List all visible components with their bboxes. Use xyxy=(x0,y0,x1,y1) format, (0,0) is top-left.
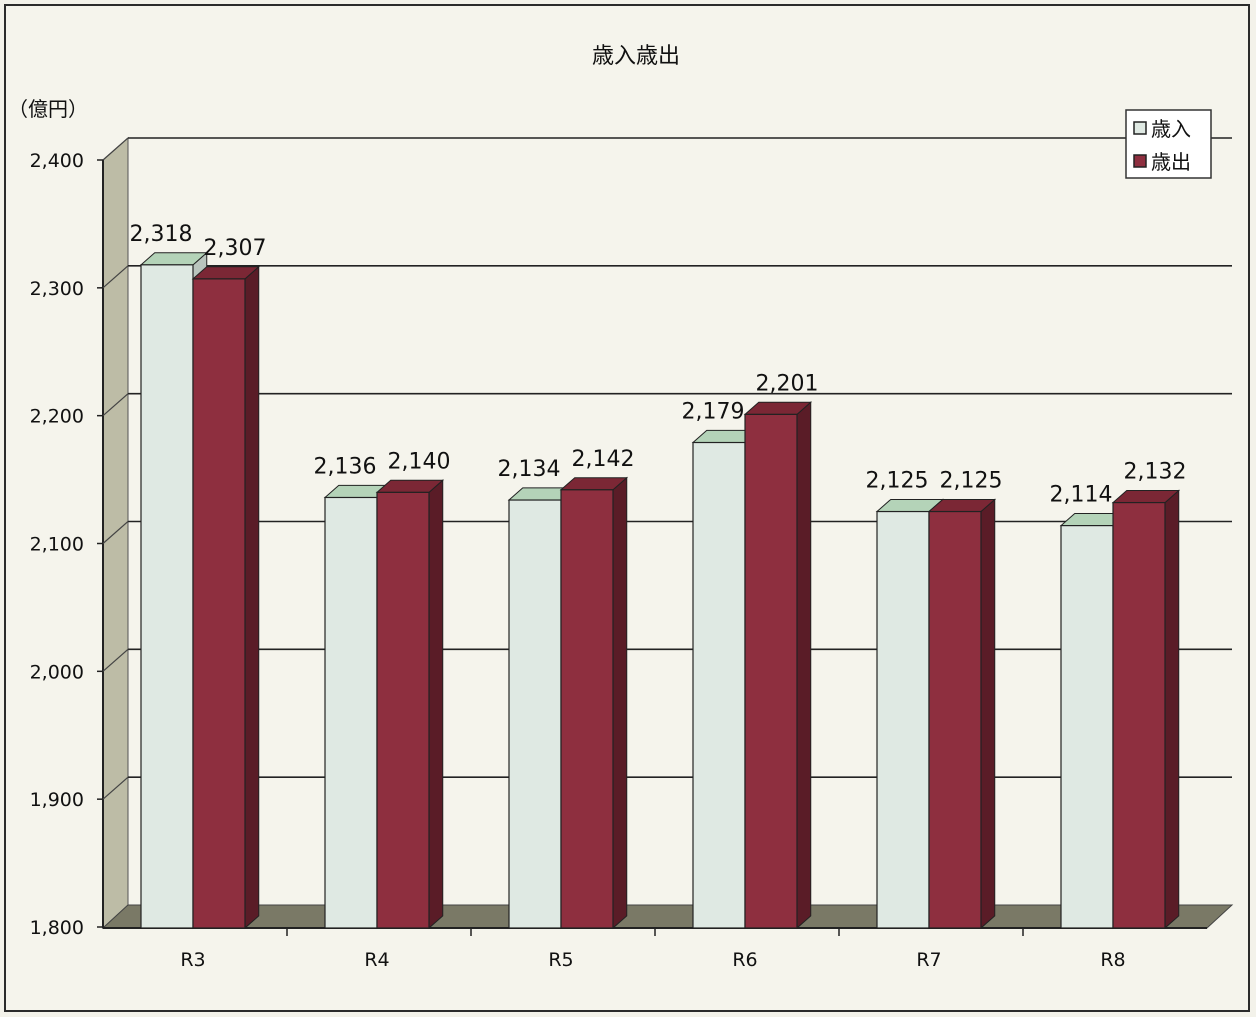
x-category-label: R6 xyxy=(732,949,757,971)
bar-front xyxy=(1112,501,1166,929)
bar-front xyxy=(1060,525,1114,929)
bar-side xyxy=(1164,489,1180,930)
gridline-side xyxy=(102,137,129,161)
y-tick-label: 2,400 xyxy=(30,150,84,172)
bar-front xyxy=(560,489,614,929)
bar-expenditure xyxy=(927,498,997,930)
gridlines xyxy=(102,137,1232,800)
bar-expenditure xyxy=(743,401,813,930)
bar-front xyxy=(324,496,378,929)
data-label: 2,179 xyxy=(682,400,745,425)
gridline-side xyxy=(102,265,129,289)
y-tick-label: 2,300 xyxy=(30,278,84,300)
data-label: 2,307 xyxy=(204,236,267,261)
chart-title: 歳入歳出 xyxy=(592,44,680,69)
y-tick-label: 2,200 xyxy=(30,406,84,428)
bar-side xyxy=(980,498,996,930)
gridline-side xyxy=(102,648,129,672)
bar-side xyxy=(428,479,444,930)
legend-swatch-revenue xyxy=(1133,121,1147,135)
data-label: 2,125 xyxy=(940,469,1003,494)
y-axis-unit-label: （億円） xyxy=(8,97,88,121)
data-label: 2,201 xyxy=(756,371,819,396)
legend-label-revenue: 歳入 xyxy=(1151,117,1191,141)
bar-expenditure xyxy=(559,476,629,930)
data-label: 2,125 xyxy=(866,469,929,494)
bar-expenditure xyxy=(1111,489,1181,930)
x-category-label: R7 xyxy=(916,949,941,971)
legend-swatch-expenditure xyxy=(1133,154,1147,168)
data-label: 2,142 xyxy=(572,447,635,472)
bars: 2,318 2,307 2,136 2,140 2,134 2,142 2,179 2,201… xyxy=(130,222,1187,930)
y-tick-label: 2,000 xyxy=(30,661,84,683)
data-label: 2,136 xyxy=(314,454,377,479)
bar-front xyxy=(508,499,562,929)
y-tick-label: 1,900 xyxy=(30,789,84,811)
legend-label-expenditure: 歳出 xyxy=(1151,150,1191,174)
gridline-side xyxy=(102,521,129,544)
gridline-side xyxy=(102,776,129,800)
bar-expenditure xyxy=(191,265,261,930)
bar-front xyxy=(744,413,798,929)
legend: 歳入 歳出 xyxy=(1125,109,1212,179)
y-tick-label: 1,800 xyxy=(30,917,84,939)
data-label: 2,132 xyxy=(1124,460,1187,485)
bar-front xyxy=(928,510,982,929)
x-category-label: R4 xyxy=(364,949,389,971)
gridline-side xyxy=(102,393,129,417)
data-label: 2,140 xyxy=(388,449,451,474)
data-label: 2,114 xyxy=(1050,483,1113,508)
bar-front xyxy=(876,510,930,929)
bar-front xyxy=(376,491,430,929)
x-category-label: R8 xyxy=(1100,949,1125,971)
x-category-label: R3 xyxy=(180,949,205,971)
bar-side xyxy=(796,401,812,930)
x-axis-categories: R3 R4 R5 R6 R7 R8 xyxy=(180,928,1126,971)
x-category-label: R5 xyxy=(548,949,573,971)
y-tick-label: 2,100 xyxy=(30,534,84,556)
bar-front xyxy=(140,264,194,929)
bar-front xyxy=(192,278,246,929)
bar-side xyxy=(612,476,628,930)
data-label: 2,318 xyxy=(130,222,193,247)
bar-side xyxy=(244,265,260,930)
bar-front xyxy=(692,441,746,929)
y-axis-ticks: 1,800 1,900 2,000 2,100 2,200 2,300 2,400 xyxy=(30,150,103,939)
bar-expenditure xyxy=(375,479,445,930)
data-label: 2,134 xyxy=(498,457,561,482)
